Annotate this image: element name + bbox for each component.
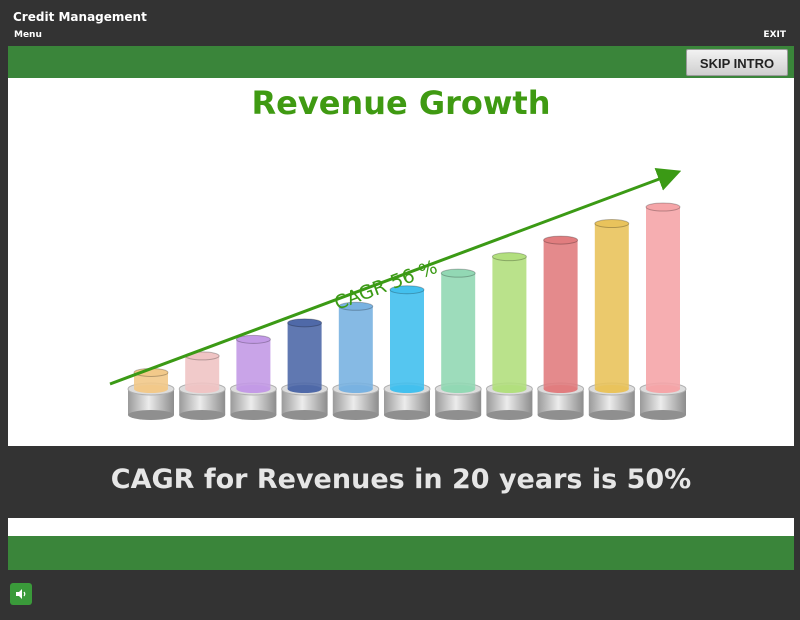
- cagr-annotation: CAGR 56 %: [331, 256, 440, 314]
- top-green-bar: SKIP INTRO: [8, 46, 794, 78]
- chart-bar: [588, 219, 636, 420]
- speaker-icon: [16, 589, 26, 599]
- chart-bar: [127, 367, 175, 420]
- slide-caption: CAGR for Revenues in 20 years is 50%: [110, 464, 692, 495]
- slide-title: Revenue Growth: [251, 84, 551, 122]
- trend-arrow: [109, 167, 682, 386]
- chart-bar: [229, 334, 277, 420]
- chart-bar: [383, 285, 431, 420]
- chart-bar: [485, 252, 533, 420]
- chart-bar: [178, 351, 226, 420]
- skip-intro-button[interactable]: SKIP INTRO: [686, 49, 788, 76]
- menu-button[interactable]: Menu: [14, 30, 42, 40]
- chart-bar: [639, 202, 687, 420]
- app-title: Credit Management: [13, 10, 147, 24]
- chart-bar: [281, 318, 329, 420]
- chart-bar: [434, 268, 482, 420]
- sound-toggle-button[interactable]: [10, 583, 32, 605]
- exit-button[interactable]: EXIT: [763, 30, 786, 40]
- revenue-chart: CAGR 56 %: [109, 167, 687, 420]
- chart-bar: [537, 235, 585, 420]
- bottom-green-bar: [8, 536, 794, 570]
- chart-bar: [332, 301, 380, 420]
- caption-band: CAGR for Revenues in 20 years is 50%: [8, 446, 794, 518]
- slide-stage: SKIP INTRO Revenue Growth CAGR 56 % CAGR…: [8, 46, 794, 570]
